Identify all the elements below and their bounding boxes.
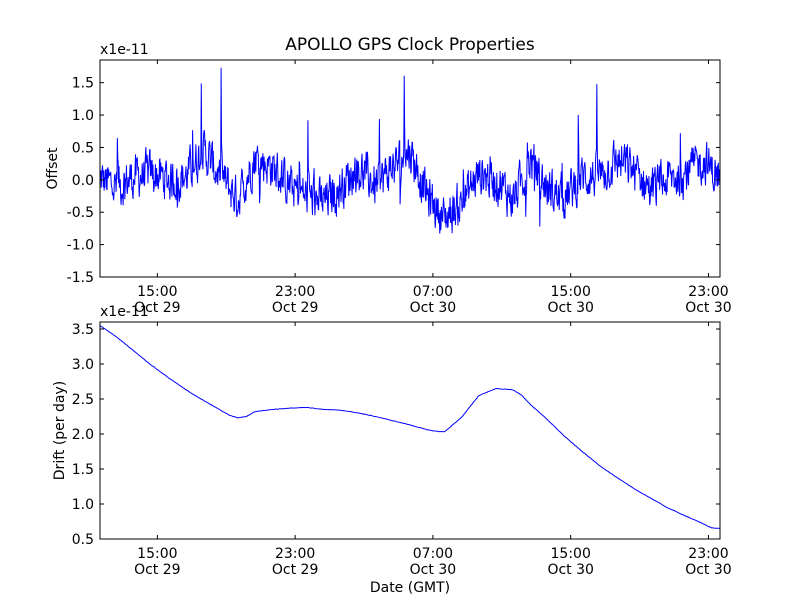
x-tick-label-date: Oct 30 <box>685 300 731 316</box>
x-axis-label: Date (GMT) <box>370 580 450 596</box>
x-tick-label-date: Oct 29 <box>134 562 180 578</box>
axes-frame <box>99 59 721 278</box>
x-tick-label-time: 23:00 <box>688 546 728 562</box>
x-tick-label-date: Oct 30 <box>410 562 456 578</box>
x-tick-label-date: Oct 29 <box>134 300 180 316</box>
y-tick-label: 0.0 <box>72 173 94 189</box>
x-tick-label-date: Oct 30 <box>410 300 456 316</box>
y-tick-label: 3.5 <box>72 322 94 338</box>
y-tick-label: 3.0 <box>72 357 94 373</box>
exponent-label: x1e-11 <box>100 304 149 320</box>
x-tick-label-time: 15:00 <box>137 284 177 300</box>
x-tick-label-date: Oct 29 <box>272 562 318 578</box>
y-tick-label: 1.0 <box>72 108 94 124</box>
series-line-drift <box>100 325 720 530</box>
x-tick-label-date: Oct 30 <box>547 300 593 316</box>
y-tick-label: 1.0 <box>72 497 94 513</box>
y-tick-label: 1.5 <box>72 76 94 92</box>
x-tick-label-time: 15:00 <box>551 546 591 562</box>
y-tick-label: 2.5 <box>72 392 94 408</box>
y-tick-label: 1.5 <box>72 462 94 478</box>
x-tick-label-time: 15:00 <box>551 284 591 300</box>
x-tick-label-time: 23:00 <box>275 284 315 300</box>
x-tick-label-date: Oct 29 <box>272 300 318 316</box>
x-tick-label-time: 07:00 <box>413 546 453 562</box>
x-tick-label-time: 23:00 <box>275 546 315 562</box>
x-tick-label-time: 23:00 <box>688 284 728 300</box>
y-tick-label: -0.5 <box>67 205 94 221</box>
y-tick-label: -1.5 <box>67 270 94 286</box>
y-axis-label: Drift (per day) <box>52 381 68 480</box>
x-tick-label-date: Oct 30 <box>547 562 593 578</box>
x-tick-label-time: 07:00 <box>413 284 453 300</box>
exponent-label: x1e-11 <box>100 42 149 58</box>
y-tick-label: 0.5 <box>72 532 94 548</box>
x-tick-label-date: Oct 30 <box>685 562 731 578</box>
chart-title: APOLLO GPS Clock Properties <box>285 35 535 55</box>
series-line-offset <box>100 67 720 234</box>
y-tick-label: 0.5 <box>72 140 94 156</box>
y-tick-label: -1.0 <box>67 238 94 254</box>
axes-frame <box>99 321 721 540</box>
y-tick-label: 2.0 <box>72 427 94 443</box>
x-tick-label-time: 15:00 <box>137 546 177 562</box>
y-axis-label: Offset <box>45 147 61 190</box>
